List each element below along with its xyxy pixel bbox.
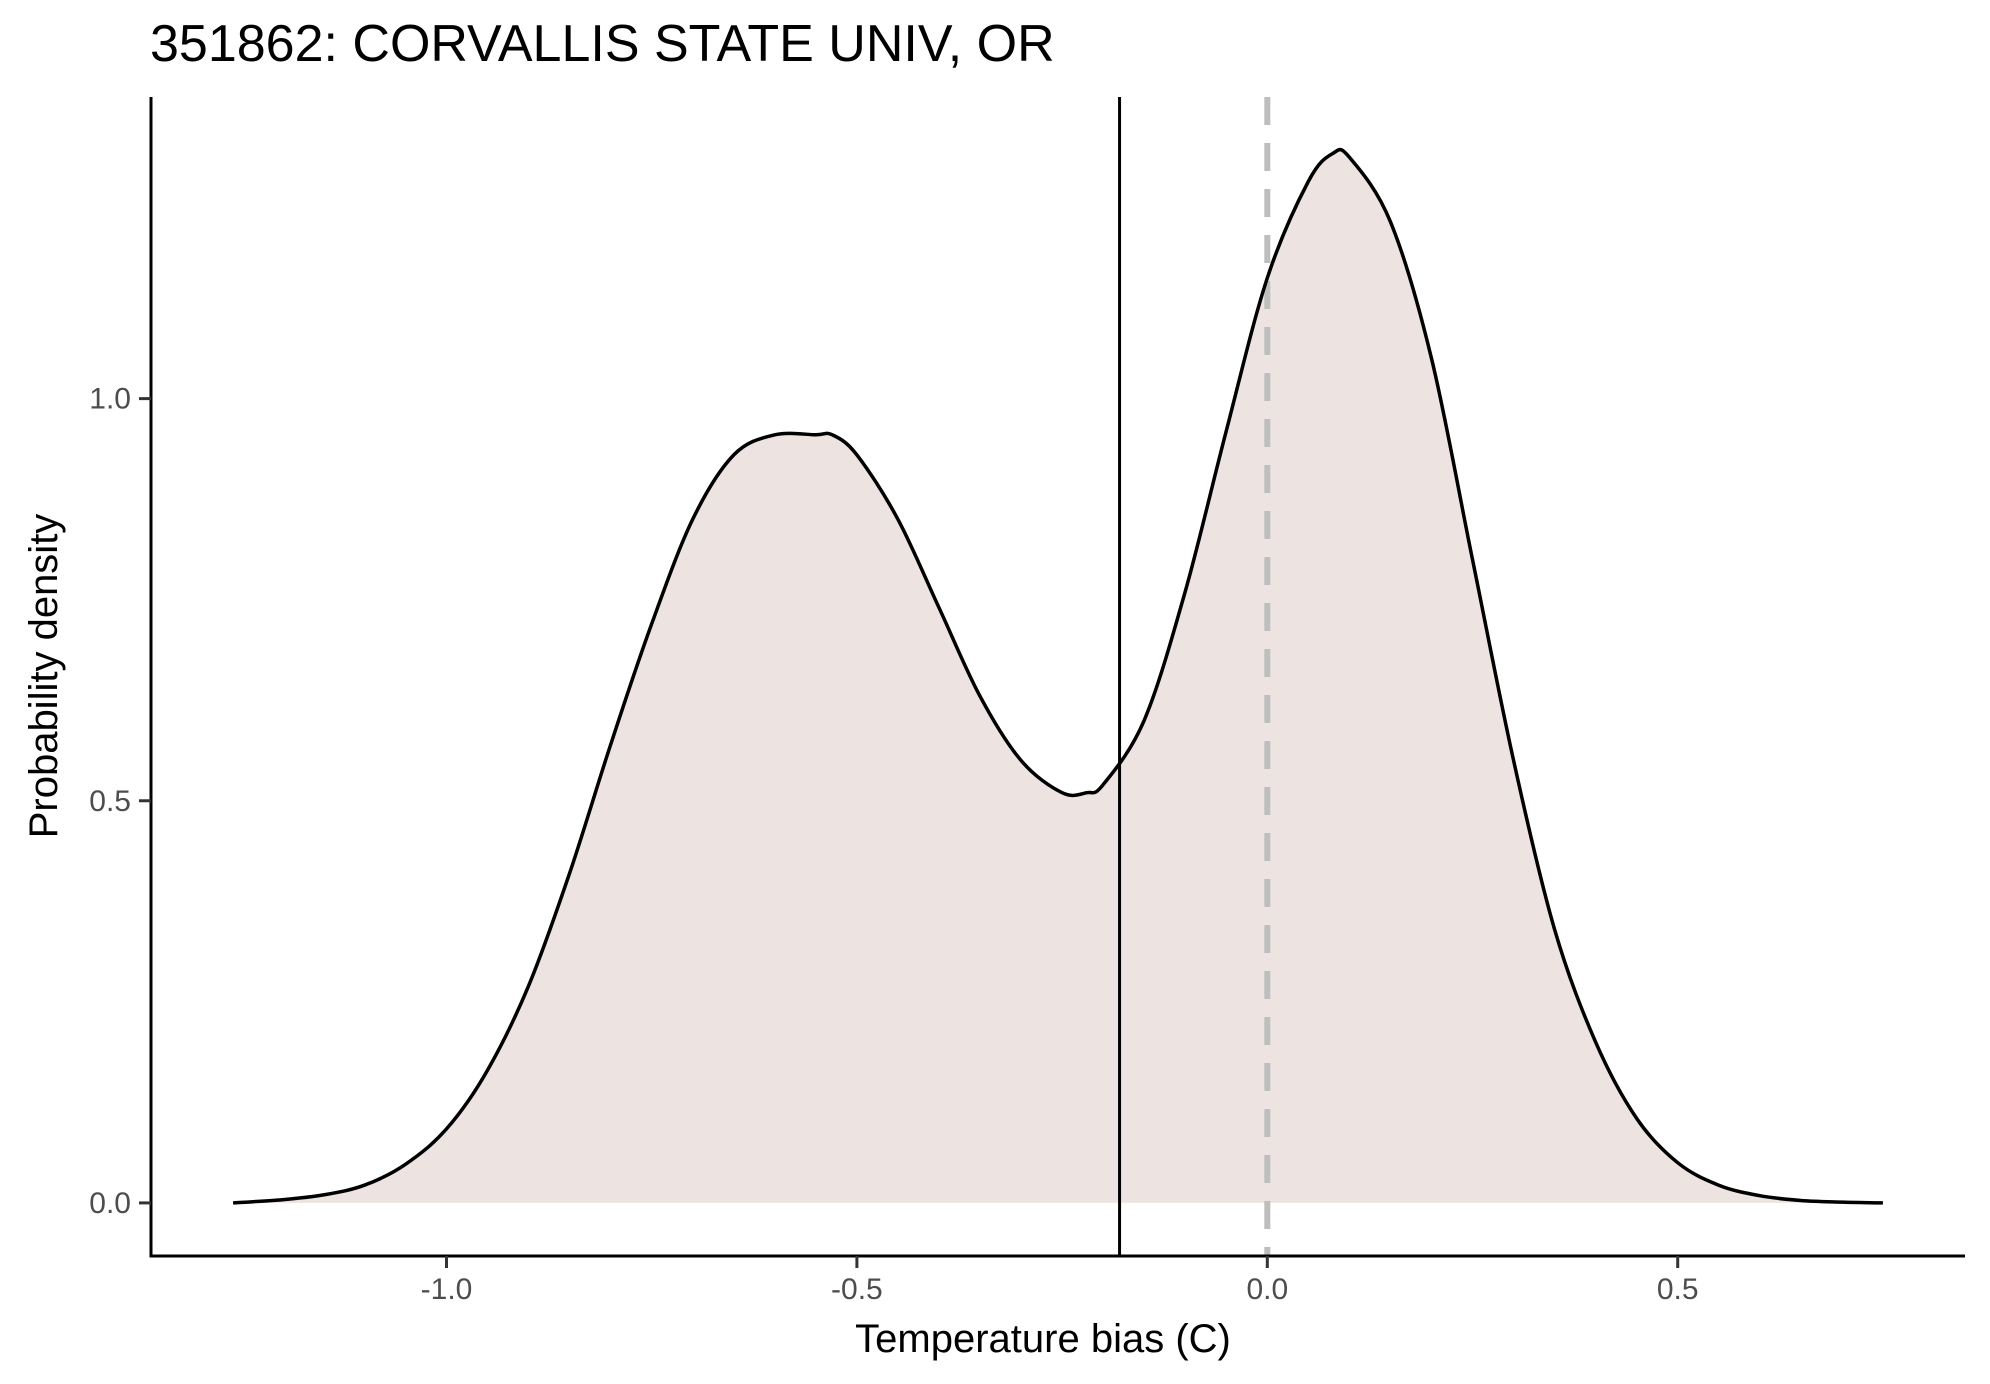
x-tick-label: 0.5 — [1657, 1273, 1699, 1306]
axes-layer: -1.0 -0.5 0.0 0.5 0.0 0.5 1.0 — [89, 97, 1965, 1306]
y-tick-label: 0.0 — [89, 1187, 131, 1220]
reference-lines-layer — [1118, 97, 1271, 1256]
y-axis-title: Probability density — [22, 514, 66, 839]
density-line-layer — [232, 147, 1883, 1205]
density-area-layer — [233, 149, 1883, 1203]
density-curve — [232, 147, 1883, 1205]
y-tick-label: 1.0 — [89, 383, 131, 416]
x-tick-label: -1.0 — [421, 1273, 473, 1306]
x-tick-label: 0.0 — [1246, 1273, 1288, 1306]
x-axis-title: Temperature bias (C) — [855, 1317, 1231, 1361]
x-tick-label: -0.5 — [831, 1273, 883, 1306]
y-tick-label: 0.5 — [89, 785, 131, 818]
chart-title: 351862: CORVALLIS STATE UNIV, OR — [150, 15, 1055, 73]
density-area — [233, 149, 1883, 1203]
